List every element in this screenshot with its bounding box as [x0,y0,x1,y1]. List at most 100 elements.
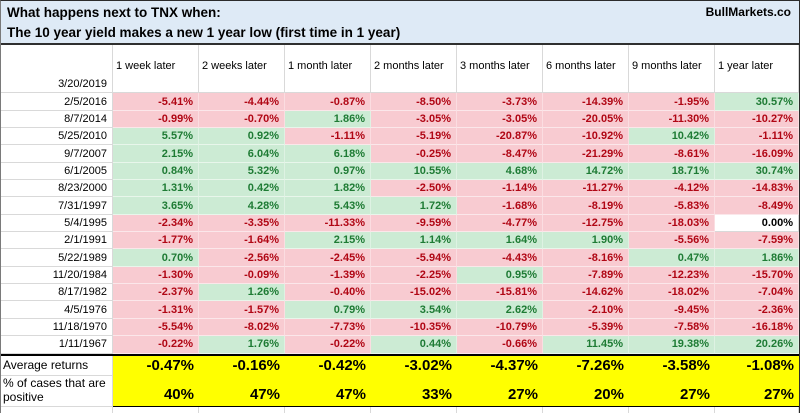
column-header: 2 weeks later [199,45,285,76]
data-cell: -1.57% [199,301,285,319]
gridline-stub [629,406,715,413]
positive-value-cell: 27% [715,375,799,407]
table-body: 3/20/2019 2/5/2016 -5.41% -4.44% -0.87% -8.50… [1,76,799,354]
data-cell: -1.31% [113,301,199,319]
data-cell: -21.29% [543,145,629,163]
data-cell: -8.02% [199,318,285,337]
data-cell: 2.15% [285,232,371,250]
data-cell: -4.12% [629,180,715,198]
table-row: 2/1/1991 -1.77% -1.64% 2.15% 1.14% 1.64% 1.90%… [1,232,799,250]
data-cell: -8.61% [629,145,715,163]
data-cell: -2.25% [371,266,457,285]
data-cell: 1.72% [371,197,457,215]
data-cell: -8.47% [457,145,543,163]
percent-positive-row: % of cases that are positive 40% 47% 47% 33… [1,375,799,407]
column-header: 1 month later [285,45,371,76]
row-date: 11/18/1970 [1,318,113,337]
data-cell [285,76,371,94]
row-date: 2/1/1991 [1,232,113,250]
table-row: 4/5/1976 -1.31% -1.57% 0.79% 3.54% 2.62% -2.10… [1,301,799,319]
data-cell: 0.84% [113,162,199,181]
data-cell: -11.27% [543,180,629,198]
data-cell: -15.70% [715,266,799,285]
data-cell: 4.28% [199,197,285,215]
data-cell: -4.44% [199,93,285,111]
data-cell: -5.83% [629,197,715,215]
data-cell: -4.77% [457,214,543,233]
table-row: 1/11/1967 -0.22% 1.76% -0.22% 0.44% -0.66% 11.… [1,336,799,354]
data-cell: 4.68% [457,162,543,181]
data-cell: 6.04% [199,145,285,163]
percent-positive-label: % of cases that are positive [1,375,113,407]
data-cell: -16.09% [715,145,799,163]
data-cell: 10.42% [629,128,715,146]
data-cell [457,76,543,94]
data-cell: -1.68% [457,197,543,215]
data-cell: 6.18% [285,145,371,163]
table-row: 3/20/2019 [1,76,799,94]
row-date: 11/20/1984 [1,266,113,285]
data-cell: -14.62% [543,284,629,302]
data-cell: 1.26% [199,284,285,302]
percent-positive-label-line2: positive [3,389,44,404]
data-cell: -1.11% [285,128,371,146]
data-cell: 30.74% [715,162,799,181]
data-cell: -3.05% [371,110,457,129]
gridline-stub [199,406,285,413]
average-value-cell: -0.42% [285,355,371,376]
data-cell: 3.54% [371,301,457,319]
data-cell: -15.81% [457,284,543,302]
data-cell: 1.86% [285,110,371,129]
data-cell: -16.18% [715,318,799,337]
data-cell: -0.66% [457,336,543,354]
table-row: 8/23/2000 1.31% 0.42% 1.82% -2.50% -1.14% -11.… [1,180,799,198]
data-cell: 0.92% [199,128,285,146]
data-cell [371,76,457,94]
data-cell: -8.49% [715,197,799,215]
data-cell: -10.27% [715,110,799,129]
data-cell: 0.97% [285,162,371,181]
data-cell: -0.25% [371,145,457,163]
data-cell: -14.83% [715,180,799,198]
data-cell: -0.87% [285,93,371,111]
data-cell: 0.42% [199,180,285,198]
data-cell: 0.47% [629,249,715,267]
average-returns-label: Average returns [1,355,113,376]
gridline-stub [113,406,199,413]
column-header: 9 months later [629,45,715,76]
column-header: 6 months later [543,45,629,76]
data-cell: -15.02% [371,284,457,302]
data-cell [113,76,199,94]
data-cell: 14.72% [543,162,629,181]
average-value-cell: -1.08% [715,355,799,376]
positive-value-cell: 27% [629,375,715,407]
row-date: 2/5/2016 [1,93,113,111]
data-cell: 11.45% [543,336,629,354]
column-header: 2 months later [371,45,457,76]
data-cell: -12.23% [629,266,715,285]
table-row: 9/7/2007 2.15% 6.04% 6.18% -0.25% -8.47% -21.2… [1,145,799,163]
data-cell: -1.39% [285,266,371,285]
data-cell: -1.64% [199,232,285,250]
row-date: 1/11/1967 [1,336,113,354]
row-date: 5/25/2010 [1,128,113,146]
positive-value-cell: 40% [113,375,199,407]
data-cell: -11.30% [629,110,715,129]
data-cell: 1.64% [457,232,543,250]
data-cell: -1.30% [113,266,199,285]
gridline-stub [715,406,799,413]
data-cell: -2.45% [285,249,371,267]
percent-positive-label-line1: % of cases that are [3,375,106,390]
data-cell: -9.45% [629,301,715,319]
data-cell: 1.31% [113,180,199,198]
data-cell: -1.77% [113,232,199,250]
data-cell: -2.50% [371,180,457,198]
data-cell: -1.14% [457,180,543,198]
data-cell: 2.15% [113,145,199,163]
data-cell: 1.86% [715,249,799,267]
brand-watermark: BullMarkets.co [705,5,791,19]
table-row: 7/31/1997 3.65% 4.28% 5.43% 1.72% -1.68% -8.19… [1,197,799,215]
data-cell: 2.62% [457,301,543,319]
column-header: 1 week later [113,45,199,76]
data-cell: -5.19% [371,128,457,146]
